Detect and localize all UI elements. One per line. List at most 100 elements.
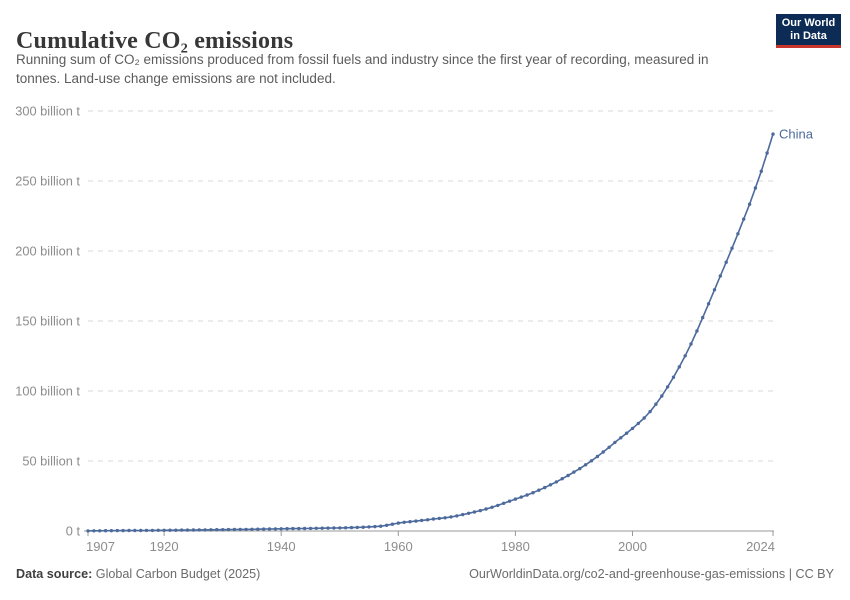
data-point[interactable]: [414, 519, 418, 523]
data-point[interactable]: [537, 488, 541, 492]
data-point[interactable]: [730, 246, 734, 250]
data-point[interactable]: [449, 515, 453, 519]
data-point[interactable]: [601, 450, 605, 454]
data-point[interactable]: [747, 202, 752, 206]
data-point[interactable]: [472, 510, 477, 514]
credit-link[interactable]: OurWorldinData.org/co2-and-greenhouse-ga…: [469, 567, 834, 581]
data-point[interactable]: [144, 528, 149, 533]
data-point[interactable]: [156, 528, 160, 532]
data-point[interactable]: [665, 385, 670, 389]
data-point[interactable]: [742, 217, 746, 221]
data-point[interactable]: [273, 527, 278, 531]
data-point[interactable]: [455, 514, 459, 518]
data-point[interactable]: [291, 526, 295, 531]
data-point[interactable]: [689, 342, 693, 346]
data-point[interactable]: [338, 526, 342, 530]
data-point[interactable]: [203, 528, 207, 532]
data-point[interactable]: [753, 186, 758, 190]
data-point[interactable]: [630, 426, 635, 431]
data-point[interactable]: [554, 480, 559, 484]
series-label-china[interactable]: China: [779, 127, 814, 142]
data-point[interactable]: [624, 431, 629, 435]
data-point[interactable]: [396, 521, 400, 525]
data-point[interactable]: [98, 529, 102, 533]
data-point[interactable]: [425, 518, 430, 522]
data-point[interactable]: [496, 503, 500, 508]
data-point[interactable]: [607, 445, 611, 449]
data-point[interactable]: [490, 505, 494, 509]
series-line-china[interactable]: [87, 133, 774, 532]
data-point[interactable]: [191, 528, 196, 532]
data-point[interactable]: [162, 528, 166, 532]
data-point[interactable]: [285, 527, 289, 531]
data-point[interactable]: [197, 528, 201, 532]
data-point[interactable]: [695, 329, 699, 333]
data-point[interactable]: [261, 527, 266, 531]
data-point[interactable]: [267, 527, 272, 531]
data-point[interactable]: [384, 523, 389, 527]
data-point[interactable]: [121, 528, 125, 533]
data-point[interactable]: [185, 528, 190, 532]
data-point[interactable]: [589, 459, 594, 463]
data-point[interactable]: [150, 528, 155, 533]
data-point[interactable]: [103, 529, 108, 533]
data-point[interactable]: [706, 302, 711, 306]
chart-canvas[interactable]: 0 t 50 billion t 100 billion t 150 billion …: [0, 95, 850, 560]
data-point[interactable]: [174, 528, 178, 532]
data-point[interactable]: [279, 527, 283, 531]
data-point[interactable]: [168, 528, 172, 532]
data-point[interactable]: [578, 466, 582, 471]
data-point[interactable]: [513, 497, 518, 501]
data-point[interactable]: [326, 526, 330, 530]
data-point[interactable]: [636, 421, 640, 426]
data-point[interactable]: [531, 491, 535, 495]
data-point[interactable]: [215, 528, 219, 532]
data-point[interactable]: [86, 529, 90, 533]
data-point[interactable]: [250, 527, 254, 531]
data-point[interactable]: [572, 470, 576, 474]
data-point[interactable]: [566, 473, 570, 478]
data-point[interactable]: [302, 526, 307, 531]
data-point[interactable]: [92, 529, 96, 533]
data-point[interactable]: [648, 409, 652, 414]
data-point[interactable]: [677, 365, 681, 369]
data-point[interactable]: [355, 525, 359, 530]
data-point[interactable]: [771, 132, 775, 136]
data-point[interactable]: [361, 525, 365, 529]
data-point[interactable]: [461, 512, 465, 517]
data-point[interactable]: [256, 527, 260, 531]
data-point[interactable]: [431, 517, 436, 521]
data-point[interactable]: [724, 260, 728, 264]
data-point[interactable]: [619, 436, 623, 440]
data-point[interactable]: [759, 169, 763, 173]
data-point[interactable]: [332, 526, 336, 530]
data-point[interactable]: [443, 516, 447, 520]
data-point[interactable]: [654, 402, 658, 406]
data-point[interactable]: [127, 528, 131, 533]
data-point[interactable]: [765, 151, 769, 155]
data-point[interactable]: [420, 518, 424, 523]
data-point[interactable]: [525, 493, 529, 497]
data-point[interactable]: [466, 511, 471, 515]
data-point[interactable]: [548, 483, 553, 487]
data-point[interactable]: [308, 526, 313, 531]
data-point[interactable]: [507, 499, 512, 503]
data-point[interactable]: [209, 528, 213, 532]
data-point[interactable]: [109, 529, 114, 533]
data-point[interactable]: [320, 526, 324, 530]
owid-logo[interactable]: Our World in Data: [776, 14, 841, 48]
data-point[interactable]: [642, 416, 646, 420]
data-point[interactable]: [595, 454, 600, 459]
data-point[interactable]: [671, 375, 676, 379]
data-point[interactable]: [560, 477, 564, 481]
data-point[interactable]: [478, 508, 482, 513]
data-point[interactable]: [115, 528, 120, 533]
data-point[interactable]: [244, 527, 248, 532]
data-point[interactable]: [238, 527, 242, 532]
data-point[interactable]: [180, 528, 184, 532]
data-point[interactable]: [437, 516, 441, 521]
data-point[interactable]: [701, 315, 705, 320]
data-point[interactable]: [712, 288, 717, 292]
data-point[interactable]: [232, 527, 237, 532]
data-point[interactable]: [543, 485, 547, 490]
